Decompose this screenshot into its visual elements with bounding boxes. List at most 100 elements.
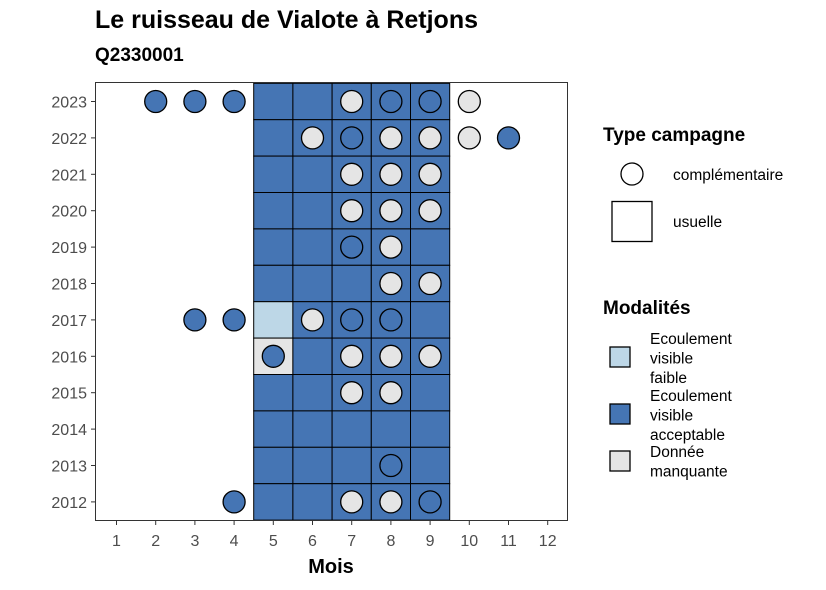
tile-2018-5 [253,264,294,303]
axes-layer: 1 2 3 4 5 6 7 8 9 10 11 122023202220212020201920182… [51,95,556,551]
tile-2012-5 [253,483,294,521]
point-2021-9 [418,162,442,186]
legend-label-modalite-1-line-2: acceptable [650,427,725,444]
point-2013-8 [379,453,403,478]
tile-2022-5 [253,119,294,157]
point-2018-8 [379,271,403,296]
tile-2017-9 [410,301,451,339]
point-2012-4 [222,490,246,514]
tile-2015-9 [410,374,451,412]
point-2016-8 [379,344,403,368]
tile-2013-5 [253,446,294,485]
tile-2014-5 [253,410,294,448]
tile-2013-9 [410,446,451,485]
point-2022-9 [418,126,442,150]
point-2023-2 [144,89,168,114]
panel-border [95,82,568,521]
tile-2015-5 [253,374,294,412]
tile-2019-9 [410,228,451,266]
legend-label-modalite-0-line-1: visible [650,351,693,368]
tile-2014-9 [410,410,451,448]
x-tick-label-8: 8 [386,533,395,550]
point-2016-7 [340,344,364,368]
tile-2016-6 [292,337,333,376]
x-tick-label-6: 6 [308,533,317,550]
legend-key-modalite-1 [609,403,631,425]
points-layer [144,89,521,514]
point-2022-7 [340,126,364,150]
point-2020-8 [379,199,403,223]
legend-layer: Type campagne complémentaire usuelle Modali… [603,125,783,481]
y-tick-label-2021: 2021 [51,167,87,184]
point-2015-7 [340,381,364,405]
x-tick-label-9: 9 [426,533,435,550]
legend-label-modalite-1-line-1: visible [650,408,693,425]
point-2019-8 [379,235,403,259]
legend-key-modalite-2 [609,450,631,472]
point-2012-9 [418,490,442,514]
x-tick-label-10: 10 [460,533,478,550]
point-2023-3 [183,89,207,114]
x-tick-label-7: 7 [347,533,356,550]
point-2020-7 [340,199,364,223]
point-2022-11 [496,126,521,150]
y-tick-label-2015: 2015 [51,386,87,403]
point-2021-8 [379,162,403,186]
y-tick-label-2019: 2019 [51,240,87,257]
point-2022-8 [379,126,403,150]
x-tick-label-3: 3 [190,533,199,550]
point-2017-8 [379,308,403,332]
point-2018-9 [418,271,442,296]
legend-label-modalite-0-line-0: Ecoulement [650,331,733,348]
tile-2012-6 [292,483,333,521]
point-2016-9 [418,344,442,368]
point-2023-9 [418,89,442,114]
y-tick-label-2018: 2018 [51,277,87,294]
point-2012-8 [379,490,403,514]
tile-2018-7 [331,264,372,303]
tile-2020-6 [292,192,333,230]
point-2019-7 [340,235,364,259]
tile-2019-5 [253,228,294,266]
point-2023-10 [457,89,481,114]
legend-key-modalite-0 [609,346,631,368]
y-tick-label-2023: 2023 [51,95,87,112]
point-2021-7 [340,162,364,186]
legend-label-usuelle: usuelle [673,214,722,231]
x-tick-label-1: 1 [112,533,121,550]
y-tick-label-2012: 2012 [51,495,87,512]
tile-2019-6 [292,228,333,266]
point-2023-4 [222,89,246,114]
x-tick-label-11: 11 [500,533,517,550]
tile-2023-5 [253,82,294,121]
y-tick-label-2016: 2016 [51,349,87,366]
tile-2020-5 [253,192,294,230]
legend-label-complementaire: complémentaire [673,167,783,184]
point-2015-8 [379,381,403,405]
point-2017-4 [222,308,246,332]
point-2023-7 [340,89,364,114]
x-tick-label-4: 4 [230,533,239,550]
chart-subtitle: Q2330001 [95,45,184,66]
tile-2021-8 [370,155,411,194]
point-2020-9 [418,199,442,223]
legend-key-square [611,200,653,243]
y-tick-label-2022: 2022 [51,131,87,148]
tile-2023-6 [292,82,333,121]
legend-label-modalite-0-line-2: faible [650,370,687,387]
point-2017-6 [300,308,325,332]
tile-2014-7 [331,410,372,448]
y-tick-label-2017: 2017 [51,313,87,330]
y-tick-label-2020: 2020 [51,204,87,221]
legend-label-modalite-1-line-0: Ecoulement [650,388,733,405]
point-2023-8 [379,89,403,114]
y-tick-label-2013: 2013 [51,459,87,476]
tile-2013-6 [292,446,333,485]
tile-2014-8 [370,410,411,448]
x-axis-title: Mois [308,556,354,578]
point-2017-7 [340,308,364,332]
x-tick-label-12: 12 [539,533,557,550]
tile-2018-6 [292,264,333,303]
legend-label-modalite-2-line-1: manquante [650,464,728,481]
